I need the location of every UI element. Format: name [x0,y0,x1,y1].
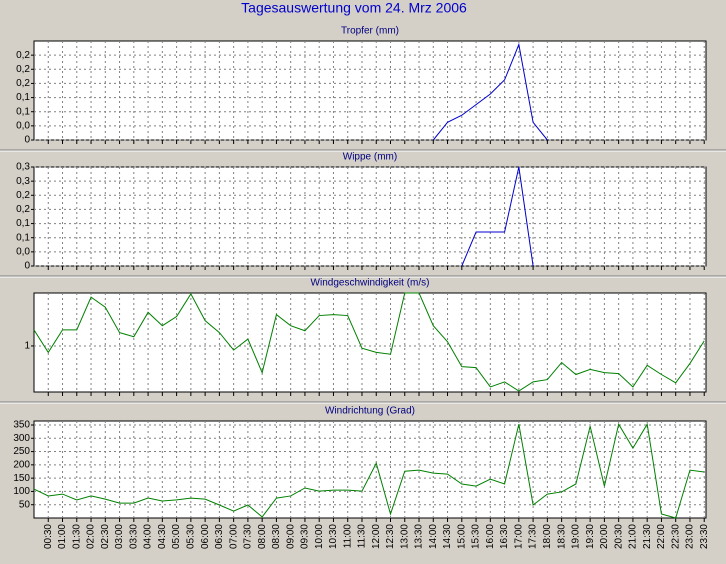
y-tick-label: 1 [24,341,30,352]
plot-area [33,292,707,393]
x-tick-label: 12:00 [371,524,382,549]
x-tick-label: 05:00 [171,524,182,549]
y-tick-label: 100 [13,486,30,497]
y-tick-label: 0,2 [16,204,30,215]
y-tick-label: 0 [24,135,30,146]
x-tick-label: 02:30 [100,524,111,549]
data-line [461,166,534,267]
x-tick-label: 19:00 [571,524,582,549]
x-tick-label: 17:30 [528,524,539,549]
plot-area [33,166,707,267]
data-line [432,42,548,141]
x-tick-label: 16:00 [485,524,496,549]
x-tick-label: 00:30 [43,524,54,549]
x-tick-label: 10:30 [328,524,339,549]
x-tick-label: 20:00 [599,524,610,549]
x-tick-label: 11:30 [357,524,368,549]
y-tick-label: 0,2 [16,50,30,61]
x-tick-label: 23:00 [685,524,696,549]
x-tick-label: 15:30 [471,524,482,549]
plot-area [33,40,707,141]
plot-area [33,420,707,519]
y-tick-label: 0,2 [16,64,30,75]
y-tick-label: 0,1 [16,106,30,117]
x-tick-label: 11:00 [342,524,353,549]
y-tick-label: 0,3 [16,176,30,187]
data-line [33,422,705,519]
x-tick-label: 13:00 [399,524,410,549]
y-tick-label: 0,1 [16,218,30,229]
x-tick-label: 06:30 [214,524,225,549]
y-tick-label: 300 [13,433,30,444]
x-tick-label: 22:00 [656,524,667,549]
x-tick-label: 20:30 [613,524,624,549]
x-tick-label: 21:30 [642,524,653,549]
x-tick-label: 10:00 [314,524,325,549]
panel-title: Windrichtung (Grad) [325,406,415,417]
x-tick-label: 18:00 [542,524,553,549]
x-tick-label: 02:00 [86,524,97,549]
x-tick-label: 19:30 [585,524,596,549]
y-tick-label: 0,0 [16,246,30,257]
x-tick-label: 04:30 [157,524,168,549]
x-tick-label: 23:30 [699,524,710,549]
y-tick-label: 0,1 [16,232,30,243]
x-tick-label: 01:00 [57,524,68,549]
x-tick-label: 01:30 [71,524,82,549]
x-tick-label: 15:00 [456,524,467,549]
y-tick-label: 150 [13,473,30,484]
x-tick-label: 08:30 [271,524,282,549]
data-line [33,292,705,392]
x-tick-label: 12:30 [385,524,396,549]
y-tick-label: 200 [13,459,30,470]
x-tick-label: 05:30 [186,524,197,549]
y-tick-label: 50 [19,499,31,510]
x-tick-label: 08:00 [257,524,268,549]
x-tick-label: 17:00 [513,524,524,549]
y-tick-label: 0 [24,261,30,272]
x-tick-label: 16:30 [499,524,510,549]
y-tick-label: 0,2 [16,78,30,89]
y-tick-label: 0,1 [16,92,30,103]
x-tick-label: 03:00 [114,524,125,549]
panel-title: Tropfer (mm) [341,26,399,37]
y-tick-label: 0,2 [16,190,30,201]
x-tick-label: 22:30 [670,524,681,549]
x-tick-label: 03:30 [128,524,139,549]
x-tick-label: 18:30 [556,524,567,549]
y-tick-label: 350 [13,420,30,431]
y-tick-label: 0,3 [16,162,30,173]
x-tick-label: 14:30 [442,524,453,549]
x-tick-label: 07:30 [243,524,254,549]
x-tick-label: 06:00 [200,524,211,549]
x-tick-label: 09:30 [300,524,311,549]
x-tick-label: 14:00 [428,524,439,549]
x-tick-label: 09:00 [285,524,296,549]
main-title: Tagesauswertung vom 24. Mrz 2006 [241,0,467,16]
panel-title: Wippe (mm) [343,152,397,163]
panel-title: Windgeschwindigkeit (m/s) [311,278,430,289]
x-tick-label: 04:00 [143,524,154,549]
y-tick-label: 0,0 [16,120,30,131]
x-tick-label: 13:30 [414,524,425,549]
x-tick-label: 07:00 [228,524,239,549]
x-tick-label: 21:00 [628,524,639,549]
y-tick-label: 250 [13,446,30,457]
